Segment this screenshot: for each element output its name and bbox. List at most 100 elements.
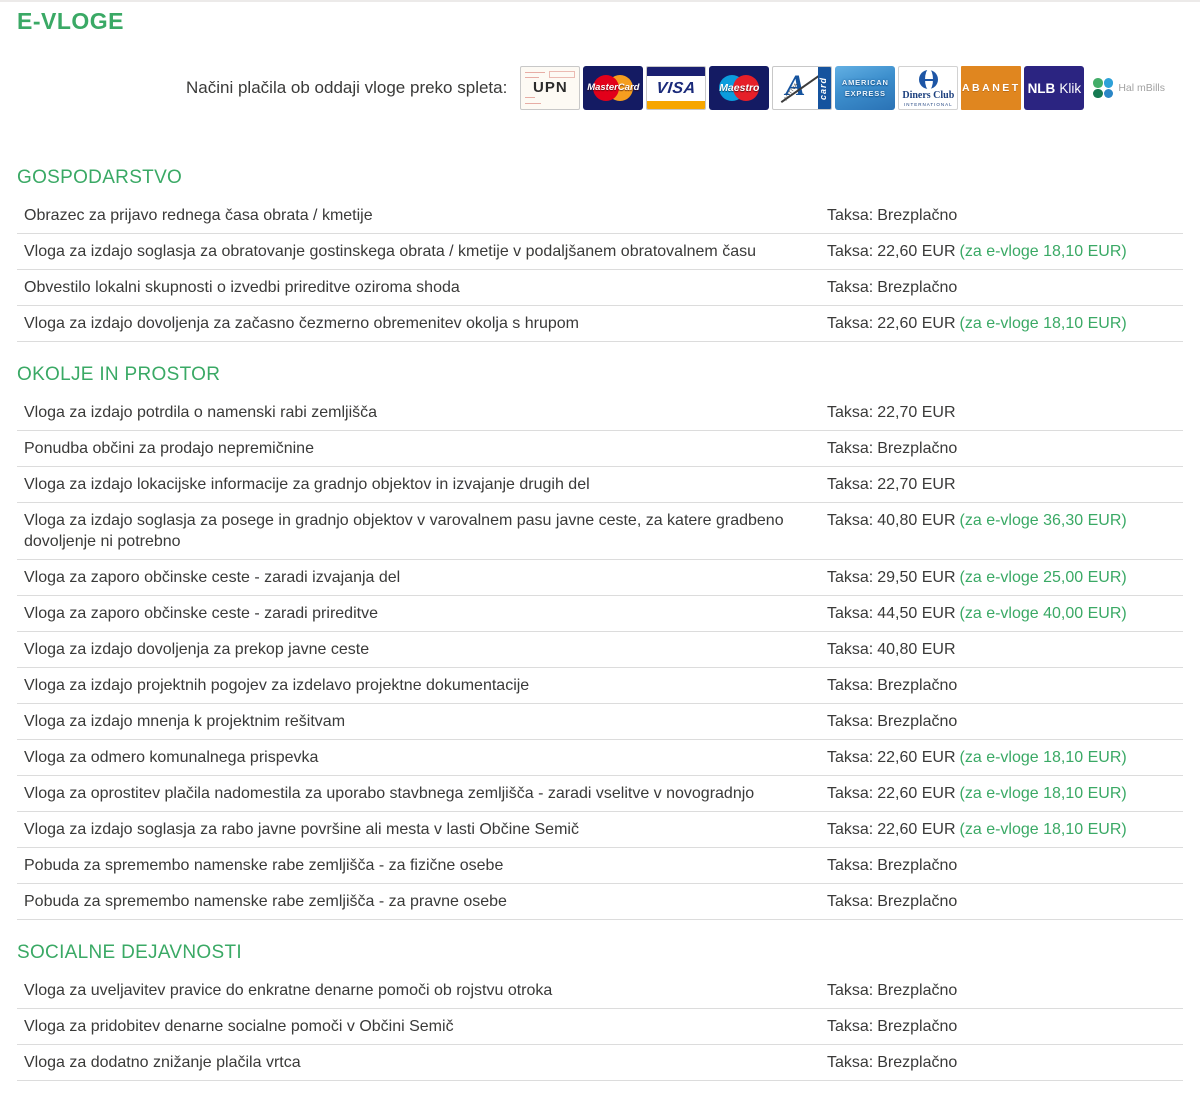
form-link[interactable]: Vloga za odmero komunalnega prispevka xyxy=(24,749,319,766)
fee-cell: Taksa: Brezplačno xyxy=(827,855,1183,876)
fee-label: Taksa: xyxy=(827,641,874,658)
form-link[interactable]: Ponudba občini za prodajo nepremičnine xyxy=(24,440,314,457)
section-heading: GOSPODARSTVO xyxy=(17,167,183,188)
page-title: E-VLOGE xyxy=(17,8,125,34)
fee-evloge: (za e-vloge 18,10 EUR) xyxy=(959,243,1127,260)
fee-label: Taksa: xyxy=(827,476,874,493)
form-link[interactable]: Vloga za izdajo dovoljenja za začasno če… xyxy=(24,315,579,332)
form-link[interactable]: Vloga za uveljavitev pravice do enkratne… xyxy=(24,982,553,999)
fee-value: Brezplačno xyxy=(877,982,958,999)
fee-value: Brezplačno xyxy=(877,279,958,296)
fee-cell: Taksa: Brezplačno xyxy=(827,675,1183,696)
fee-cell: Taksa: Brezplačno xyxy=(827,891,1183,912)
fee-value: 22,60 EUR xyxy=(877,785,956,802)
fee-cell: Taksa: 22,60 EUR (za e-vloge 18,10 EUR) xyxy=(827,241,1183,262)
visa-blue-band xyxy=(647,67,706,76)
form-link[interactable]: Vloga za oprostitev plačila nadomestila … xyxy=(24,785,755,802)
form-link[interactable]: Pobuda za spremembo namenske rabe zemlji… xyxy=(24,893,507,910)
form-link[interactable]: Vloga za izdajo soglasja za rabo javne p… xyxy=(24,821,579,838)
form-row: Vloga za izdajo dovoljenja za začasno če… xyxy=(17,306,1183,342)
upn-label: UPN xyxy=(532,79,568,96)
e-vloge-page: E-VLOGE Načini plačila ob oddaji vloge p… xyxy=(0,8,1200,1081)
activa-card-icon: A ACTIVA card xyxy=(772,66,833,110)
form-link[interactable]: Vloga za izdajo projektnih pogojev za iz… xyxy=(24,677,530,694)
form-row: Ponudba občini za prodajo nepremičnine Ta… xyxy=(17,431,1183,467)
maestro-label: Maestro xyxy=(719,82,760,94)
form-row: Vloga za izdajo soglasja za obratovanje … xyxy=(17,234,1183,270)
hal-mbills-label: Hal mBills xyxy=(1118,82,1165,94)
visa-gold-band xyxy=(647,101,706,109)
fee-value: 22,60 EUR xyxy=(877,749,956,766)
form-link[interactable]: Vloga za dodatno znižanje plačila vrtca xyxy=(24,1054,301,1071)
maestro-red-circle xyxy=(733,75,760,101)
fee-cell: Taksa: 22,60 EUR (za e-vloge 18,10 EUR) xyxy=(827,747,1183,768)
fee-label: Taksa: xyxy=(827,315,874,332)
fee-cell: Taksa: Brezplačno xyxy=(827,1052,1183,1073)
fee-label: Taksa: xyxy=(827,1054,874,1071)
form-row: Vloga za izdajo soglasja za posege in gr… xyxy=(17,503,1183,560)
visa-label: VISA xyxy=(655,80,697,97)
form-row: Vloga za zaporo občinske ceste - zaradi … xyxy=(17,596,1183,632)
form-row: Vloga za uveljavitev pravice do enkratne… xyxy=(17,973,1183,1009)
form-row: Vloga za oprostitev plačila nadomestila … xyxy=(17,776,1183,812)
fee-cell: Taksa: Brezplačno xyxy=(827,711,1183,732)
form-link[interactable]: Vloga za izdajo lokacijske informacije z… xyxy=(24,476,590,493)
form-link[interactable]: Vloga za izdajo mnenja k projektnim reši… xyxy=(24,713,346,730)
maestro-icon: Maestro xyxy=(709,66,770,110)
upn-form-line xyxy=(525,77,540,78)
hal-petal xyxy=(1093,78,1103,88)
fee-label: Taksa: xyxy=(827,677,874,694)
fee-cell: Taksa: 22,60 EUR (za e-vloge 18,10 EUR) xyxy=(827,783,1183,804)
visa-icon: VISA xyxy=(646,66,707,110)
fee-label: Taksa: xyxy=(827,857,874,874)
form-link[interactable]: Vloga za zaporo občinske ceste - zaradi … xyxy=(24,569,401,586)
fee-value: Brezplačno xyxy=(877,677,958,694)
fee-value: 40,80 EUR xyxy=(877,512,956,529)
form-link[interactable]: Pobuda za spremembo namenske rabe zemlji… xyxy=(24,857,504,874)
upn-form-box xyxy=(549,71,576,78)
fee-label: Taksa: xyxy=(827,749,874,766)
form-link[interactable]: Vloga za pridobitev denarne socialne pom… xyxy=(24,1018,454,1035)
form-link[interactable]: Vloga za izdajo dovoljenja za prekop jav… xyxy=(24,641,370,658)
form-row: Obvestilo lokalni skupnosti o izvedbi pr… xyxy=(17,270,1183,306)
fee-label: Taksa: xyxy=(827,893,874,910)
fee-value: Brezplačno xyxy=(877,440,958,457)
fee-cell: Taksa: 44,50 EUR (za e-vloge 40,00 EUR) xyxy=(827,603,1183,624)
fee-value: Brezplačno xyxy=(877,713,958,730)
form-section: SOCIALNE DEJAVNOSTI Vloga za uveljavitev … xyxy=(17,942,1183,1081)
fee-value: Brezplačno xyxy=(877,1054,958,1071)
fee-cell: Taksa: 22,60 EUR (za e-vloge 18,10 EUR) xyxy=(827,819,1183,840)
form-row: Vloga za izdajo lokacijske informacije z… xyxy=(17,467,1183,503)
nlb-label-bold: NLB xyxy=(1027,80,1056,96)
fee-label: Taksa: xyxy=(827,982,874,999)
fee-cell: Taksa: 22,60 EUR (za e-vloge 18,10 EUR) xyxy=(827,313,1183,334)
payment-methods-strip: Načini plačila ob oddaji vloge preko spl… xyxy=(17,66,1183,110)
hal-petal xyxy=(1093,88,1103,98)
nlb-label-light: Klik xyxy=(1059,80,1082,96)
fee-evloge: (za e-vloge 18,10 EUR) xyxy=(959,785,1127,802)
form-row: Vloga za zaporo občinske ceste - zaradi … xyxy=(17,560,1183,596)
hal-petal xyxy=(1103,88,1114,98)
fee-value: 22,60 EUR xyxy=(877,315,956,332)
fee-label: Taksa: xyxy=(827,404,874,421)
amex-line2: EXPRESS xyxy=(844,89,886,98)
upn-form-line xyxy=(525,97,536,98)
form-link[interactable]: Vloga za zaporo občinske ceste - zaradi … xyxy=(24,605,378,622)
fee-value: 44,50 EUR xyxy=(877,605,956,622)
fee-cell: Taksa: Brezplačno xyxy=(827,980,1183,1001)
fee-label: Taksa: xyxy=(827,785,874,802)
form-link[interactable]: Obvestilo lokalni skupnosti o izvedbi pr… xyxy=(24,279,460,296)
diners-club-icon: Diners Club INTERNATIONAL xyxy=(898,66,959,110)
form-link[interactable]: Vloga za izdajo soglasja za obratovanje … xyxy=(24,243,756,260)
abanet-label: ABANET xyxy=(961,82,1021,94)
diners-subtitle: INTERNATIONAL xyxy=(903,102,953,107)
fee-label: Taksa: xyxy=(827,1018,874,1035)
form-link[interactable]: Obrazec za prijavo rednega časa obrata /… xyxy=(24,207,373,224)
form-link[interactable]: Vloga za izdajo potrdila o namenski rabi… xyxy=(24,404,378,421)
payment-card-logos: UPN MasterCard VISA Maestro A ACTIVA xyxy=(520,66,1165,110)
form-row: Vloga za odmero komunalnega prispevka Tak… xyxy=(17,740,1183,776)
form-row: Pobuda za spremembo namenske rabe zemlji… xyxy=(17,848,1183,884)
form-link[interactable]: Vloga za izdajo soglasja za posege in gr… xyxy=(24,512,784,550)
fee-label: Taksa: xyxy=(827,569,874,586)
diners-bar xyxy=(923,78,935,81)
